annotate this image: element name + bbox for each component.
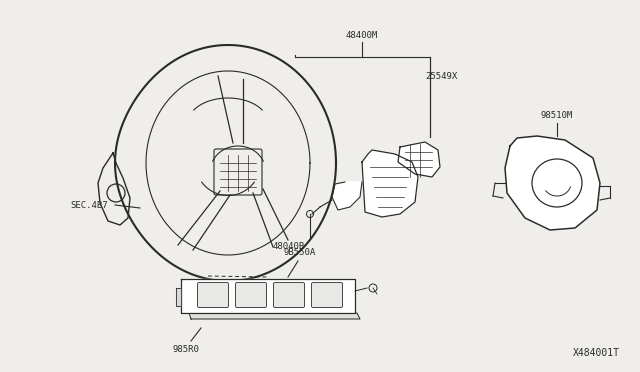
FancyBboxPatch shape (273, 282, 305, 308)
FancyBboxPatch shape (236, 282, 266, 308)
FancyBboxPatch shape (198, 282, 228, 308)
Text: 48400M: 48400M (346, 31, 378, 40)
Polygon shape (362, 150, 418, 217)
Text: SEC.4B7: SEC.4B7 (70, 201, 108, 209)
Text: X484001T: X484001T (573, 348, 620, 358)
Polygon shape (332, 182, 362, 210)
Polygon shape (398, 142, 440, 177)
Text: 48040B: 48040B (273, 242, 305, 251)
Text: 98510M: 98510M (541, 111, 573, 120)
Text: 25549X: 25549X (425, 72, 457, 81)
Text: 985R0: 985R0 (173, 345, 200, 354)
Polygon shape (181, 279, 355, 313)
Polygon shape (189, 313, 360, 319)
Polygon shape (176, 288, 181, 306)
FancyBboxPatch shape (312, 282, 342, 308)
Polygon shape (505, 136, 600, 230)
Text: 9B550A: 9B550A (284, 248, 316, 257)
